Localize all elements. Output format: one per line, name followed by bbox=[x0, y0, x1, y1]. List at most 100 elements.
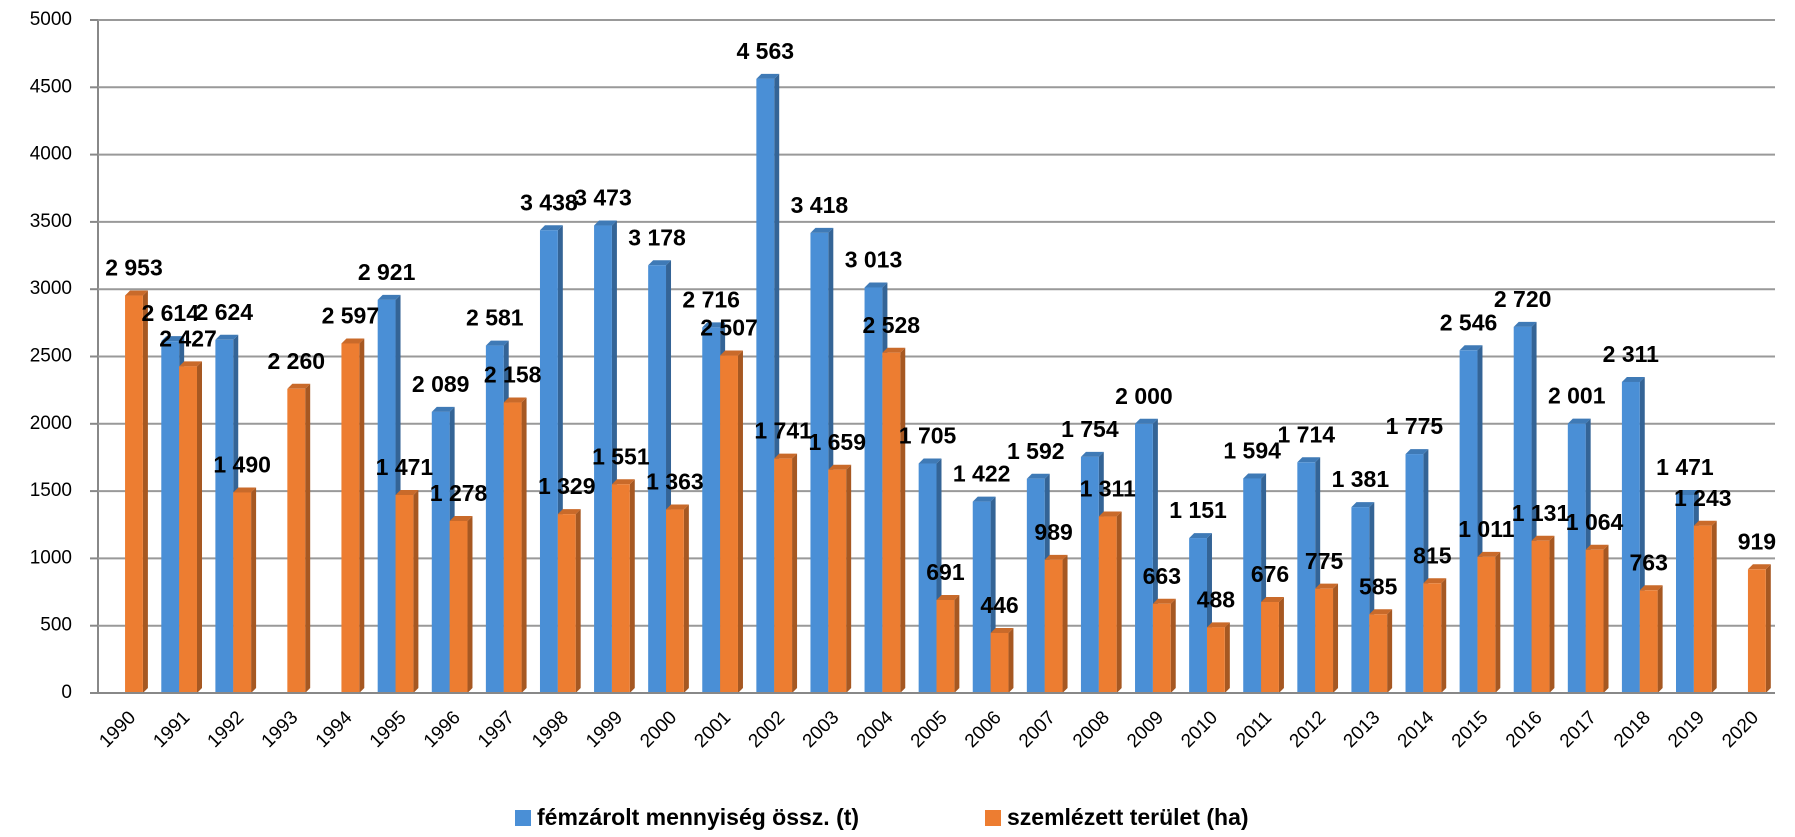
y-tick-label: 2000 bbox=[30, 413, 72, 434]
value-label: 1 659 bbox=[808, 429, 866, 455]
bar bbox=[594, 225, 612, 694]
value-label: 3 013 bbox=[845, 247, 903, 273]
bar-side bbox=[142, 290, 148, 693]
value-label: 1 311 bbox=[1080, 476, 1136, 502]
value-label: 1 471 bbox=[376, 454, 434, 480]
value-label: 3 418 bbox=[791, 192, 849, 218]
bar-top bbox=[972, 496, 996, 502]
bar-top bbox=[1261, 597, 1284, 603]
bar bbox=[972, 501, 991, 693]
bar-side bbox=[521, 397, 527, 693]
bar-top bbox=[1676, 490, 1699, 496]
bar bbox=[1044, 559, 1063, 693]
bar-top bbox=[1135, 418, 1158, 424]
x-tick-label: 2000 bbox=[636, 707, 681, 752]
bar bbox=[503, 402, 522, 693]
bar bbox=[179, 366, 197, 693]
bar bbox=[1531, 540, 1550, 693]
bar-top bbox=[810, 227, 834, 233]
bar bbox=[1513, 326, 1532, 693]
bar-side bbox=[575, 509, 581, 693]
x-tick-label: 2007 bbox=[1015, 707, 1060, 752]
bar-side bbox=[1170, 598, 1176, 693]
bar-top bbox=[179, 361, 202, 367]
bar bbox=[431, 411, 450, 693]
bar-side bbox=[1008, 627, 1014, 693]
y-tick-label: 1500 bbox=[30, 480, 72, 501]
bar bbox=[287, 388, 306, 693]
bar-top bbox=[882, 347, 906, 353]
x-tick-label: 1997 bbox=[474, 707, 519, 752]
bar bbox=[1459, 350, 1478, 693]
bar-top bbox=[1369, 609, 1393, 615]
bar-top bbox=[1044, 554, 1068, 560]
bar bbox=[666, 509, 684, 693]
bar-top bbox=[1459, 345, 1483, 351]
value-label: 585 bbox=[1359, 573, 1398, 599]
bar-top bbox=[611, 479, 635, 485]
bar bbox=[1206, 627, 1225, 693]
value-label: 1 151 bbox=[1169, 497, 1227, 523]
bar bbox=[774, 458, 793, 693]
bar-top bbox=[125, 290, 148, 296]
bar-top bbox=[1243, 473, 1267, 479]
x-tick-label: 2012 bbox=[1286, 707, 1331, 752]
value-label: 1 011 bbox=[1458, 516, 1514, 542]
x-tick-label: 2020 bbox=[1718, 707, 1763, 752]
value-label: 691 bbox=[926, 559, 965, 585]
bar bbox=[1243, 478, 1262, 693]
value-label: 2 921 bbox=[358, 259, 416, 285]
bar-top bbox=[539, 225, 563, 231]
value-label: 2 720 bbox=[1494, 286, 1552, 312]
bar-top bbox=[936, 594, 960, 600]
x-tick-label: 2009 bbox=[1123, 707, 1168, 752]
y-tick-label: 4500 bbox=[30, 76, 72, 97]
value-label: 1 551 bbox=[592, 443, 650, 469]
value-label: 676 bbox=[1251, 561, 1289, 587]
bar bbox=[215, 339, 234, 693]
y-tick-label: 500 bbox=[40, 615, 72, 636]
x-tick-label: 2008 bbox=[1069, 707, 1114, 752]
bar-top bbox=[1621, 376, 1645, 382]
bar-side bbox=[1495, 551, 1501, 693]
bar bbox=[1189, 538, 1207, 693]
bar-top bbox=[215, 334, 239, 340]
bar bbox=[1747, 569, 1766, 693]
x-tick-label: 2004 bbox=[853, 707, 898, 752]
bar-top bbox=[918, 458, 942, 464]
bar-top bbox=[1639, 585, 1663, 591]
bar-top bbox=[395, 490, 419, 496]
value-label: 1 363 bbox=[646, 469, 704, 495]
bar-top bbox=[557, 509, 581, 515]
value-label: 2 427 bbox=[159, 325, 217, 351]
bar-top bbox=[1585, 544, 1609, 550]
value-label: 2 158 bbox=[484, 362, 542, 388]
bar-side bbox=[900, 347, 906, 693]
bar-side bbox=[196, 361, 202, 693]
bar-top bbox=[1513, 321, 1537, 327]
value-label: 488 bbox=[1197, 586, 1236, 612]
bar-top bbox=[666, 504, 689, 510]
bar-side bbox=[1603, 544, 1609, 693]
legend-label: szemlézett terület (ha) bbox=[1007, 804, 1249, 830]
bar-top bbox=[1477, 551, 1501, 557]
bar-top bbox=[1531, 535, 1555, 541]
value-label: 763 bbox=[1629, 549, 1667, 575]
x-tick-label: 2017 bbox=[1556, 707, 1601, 752]
x-tick-label: 2018 bbox=[1610, 707, 1655, 752]
bar-top bbox=[485, 340, 509, 346]
bar bbox=[1423, 583, 1442, 693]
x-tick-label: 2006 bbox=[961, 707, 1006, 752]
x-tick-label: 2014 bbox=[1394, 707, 1439, 752]
bar-side bbox=[1224, 622, 1230, 693]
bar-side bbox=[1441, 578, 1447, 693]
y-tick-label: 3000 bbox=[30, 278, 72, 299]
bar bbox=[1080, 456, 1099, 693]
x-tick-label: 1992 bbox=[204, 707, 249, 752]
value-label: 1 705 bbox=[899, 423, 957, 449]
value-label: 3 473 bbox=[574, 185, 632, 211]
bar bbox=[864, 287, 883, 693]
x-tick-label: 1993 bbox=[258, 707, 303, 752]
x-tick-label: 2015 bbox=[1448, 707, 1493, 752]
